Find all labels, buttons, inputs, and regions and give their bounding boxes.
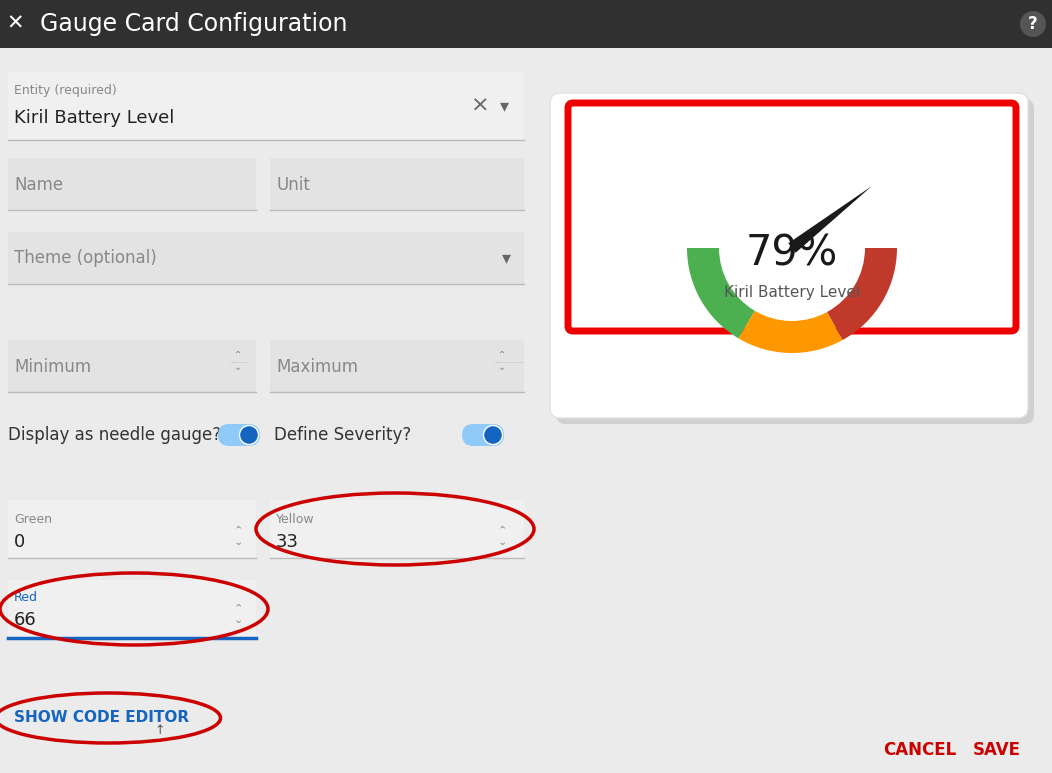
- Text: Define Severity?: Define Severity?: [274, 426, 411, 444]
- Text: Name: Name: [14, 176, 63, 194]
- Text: Display as needle gauge?: Display as needle gauge?: [8, 426, 221, 444]
- Text: ⌃: ⌃: [234, 525, 243, 535]
- Bar: [8, 500, 256, 558]
- Text: Minimum: Minimum: [14, 358, 92, 376]
- Bar: [270, 500, 524, 558]
- Text: Yellow: Yellow: [276, 513, 315, 526]
- FancyBboxPatch shape: [557, 99, 1034, 424]
- Bar: [8, 580, 256, 638]
- Text: Green: Green: [14, 513, 52, 526]
- Text: ⌄: ⌄: [498, 537, 507, 547]
- Text: ×: ×: [470, 96, 489, 116]
- Text: 79%: 79%: [746, 232, 838, 274]
- Circle shape: [484, 425, 503, 444]
- Text: ⌃: ⌃: [234, 603, 243, 613]
- Text: Kiril Battery Level: Kiril Battery Level: [14, 109, 175, 127]
- Text: ⌄: ⌄: [234, 537, 243, 547]
- Text: Theme (optional): Theme (optional): [14, 249, 157, 267]
- Wedge shape: [827, 248, 897, 340]
- Text: SAVE: SAVE: [973, 741, 1021, 759]
- FancyBboxPatch shape: [218, 424, 260, 446]
- Text: 33: 33: [276, 533, 299, 551]
- Text: SHOW CODE EDITOR: SHOW CODE EDITOR: [14, 710, 189, 726]
- Text: ✕: ✕: [6, 14, 24, 34]
- Text: ⌃: ⌃: [234, 350, 242, 360]
- Text: CANCEL: CANCEL: [884, 741, 956, 759]
- FancyBboxPatch shape: [568, 103, 1016, 331]
- Text: ⌄: ⌄: [498, 362, 506, 372]
- Text: ?: ?: [1028, 15, 1038, 33]
- Text: Maximum: Maximum: [276, 358, 358, 376]
- FancyBboxPatch shape: [462, 424, 504, 446]
- Bar: [8, 232, 524, 284]
- Circle shape: [1020, 11, 1046, 37]
- Bar: [0, 0, 1052, 48]
- Text: Kiril Battery Level: Kiril Battery Level: [724, 285, 861, 301]
- Text: ⌃: ⌃: [498, 525, 507, 535]
- Text: 0: 0: [14, 533, 25, 551]
- Polygon shape: [788, 186, 872, 253]
- Text: ▾: ▾: [500, 97, 508, 115]
- Circle shape: [240, 425, 259, 444]
- Wedge shape: [739, 311, 843, 353]
- Text: Red: Red: [14, 591, 38, 604]
- Text: Unit: Unit: [276, 176, 310, 194]
- Bar: [8, 158, 256, 210]
- Wedge shape: [687, 248, 755, 339]
- Text: ↑: ↑: [155, 724, 165, 737]
- Text: 66: 66: [14, 611, 37, 629]
- Bar: [8, 340, 256, 392]
- Text: ▾: ▾: [502, 249, 510, 267]
- Bar: [270, 340, 524, 392]
- Text: Gauge Card Configuration: Gauge Card Configuration: [40, 12, 347, 36]
- Text: ⌄: ⌄: [234, 362, 242, 372]
- FancyBboxPatch shape: [550, 93, 1028, 418]
- Text: ⌄: ⌄: [234, 615, 243, 625]
- Text: ⌃: ⌃: [498, 350, 506, 360]
- Bar: [270, 158, 524, 210]
- Bar: [8, 72, 524, 140]
- Text: Entity (required): Entity (required): [14, 84, 117, 97]
